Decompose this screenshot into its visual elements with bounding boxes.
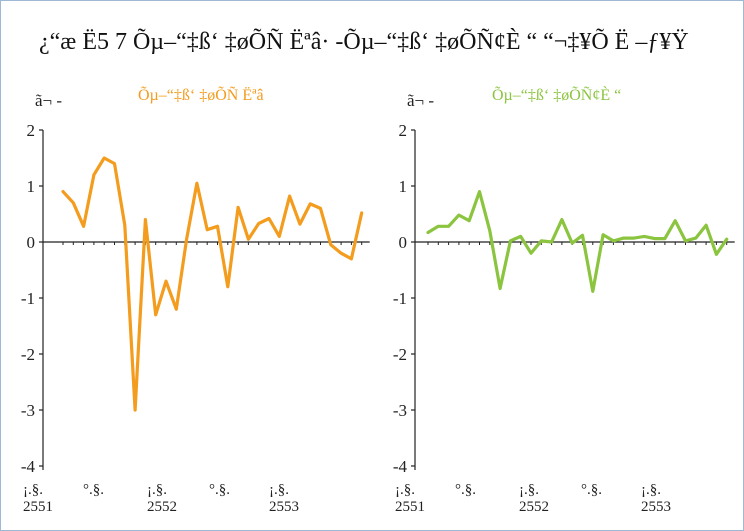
y-tick-label: 1 [399, 177, 408, 196]
y-tick-label: -4 [21, 457, 36, 476]
x-tick-label-line: ¡.§. [147, 482, 167, 498]
x-tick-label: ¡.§. 2552 [519, 482, 549, 515]
y-axis-label: ã¬ - [35, 91, 62, 110]
x-tick-label-line: °.§. [83, 482, 104, 498]
x-tick-label-line: 2553 [269, 499, 299, 515]
y-tick-label: -2 [393, 345, 407, 364]
x-tick-label-line: ¡.§. [23, 482, 43, 498]
y-tick-label: 0 [399, 233, 408, 252]
x-tick-label: °.§. [455, 482, 476, 498]
x-tick-label: ¡.§. 2553 [641, 482, 671, 515]
series-label: Õµ–“‡ß‘ ‡øÕÑ Ëªâ [138, 86, 264, 104]
x-tick-label-line: 2553 [641, 499, 671, 515]
x-tick-label: ¡.§. 2551 [23, 482, 53, 515]
y-tick-label: 2 [399, 121, 408, 140]
x-tick-label-line: °.§. [455, 482, 476, 498]
y-tick-label: 1 [27, 177, 36, 196]
x-tick-label-line: ¡.§. [269, 482, 289, 498]
chart-title: ¿“æ Ë5 7 Õµ–“‡ß‘ ‡øÕÑ Ëªâ· -Õµ–“‡ß‘ ‡øÕÑ… [39, 29, 689, 55]
series-line [426, 190, 729, 293]
x-tick-label-line: °.§. [581, 482, 602, 498]
y-tick-label: -1 [21, 289, 35, 308]
y-tick-label: 2 [27, 121, 36, 140]
x-tick-label-line: ¡.§. [519, 482, 539, 498]
x-tick-label: ¡.§. 2551 [395, 482, 425, 515]
x-tick-label: °.§. [83, 482, 104, 498]
x-tick-label-line: 2552 [147, 499, 177, 515]
y-tick-label: -4 [393, 457, 408, 476]
x-tick-label-line: ¡.§. [395, 482, 415, 498]
x-tick-label-line: °.§. [209, 482, 230, 498]
x-tick-label: °.§. [581, 482, 602, 498]
x-tick-label-line: ¡.§. [641, 482, 661, 498]
series-label: Õµ–“‡ß‘ ‡øÕÑ¢È “ [492, 85, 621, 104]
x-tick-label: °.§. [209, 482, 230, 498]
y-tick-label: -3 [393, 401, 407, 420]
x-tick-label: ¡.§. 2553 [269, 482, 299, 515]
x-tick-label-line: 2551 [23, 499, 53, 515]
y-tick-label: 0 [27, 233, 36, 252]
y-axis-label: ã¬ - [407, 91, 434, 110]
y-tick-label: -2 [21, 345, 35, 364]
x-tick-label-line: 2552 [519, 499, 549, 515]
x-tick-label: ¡.§. 2552 [147, 482, 177, 515]
y-tick-label: -1 [393, 289, 407, 308]
y-tick-label: -3 [21, 401, 35, 420]
x-tick-label-line: 2551 [395, 499, 425, 515]
series-line [61, 156, 364, 412]
